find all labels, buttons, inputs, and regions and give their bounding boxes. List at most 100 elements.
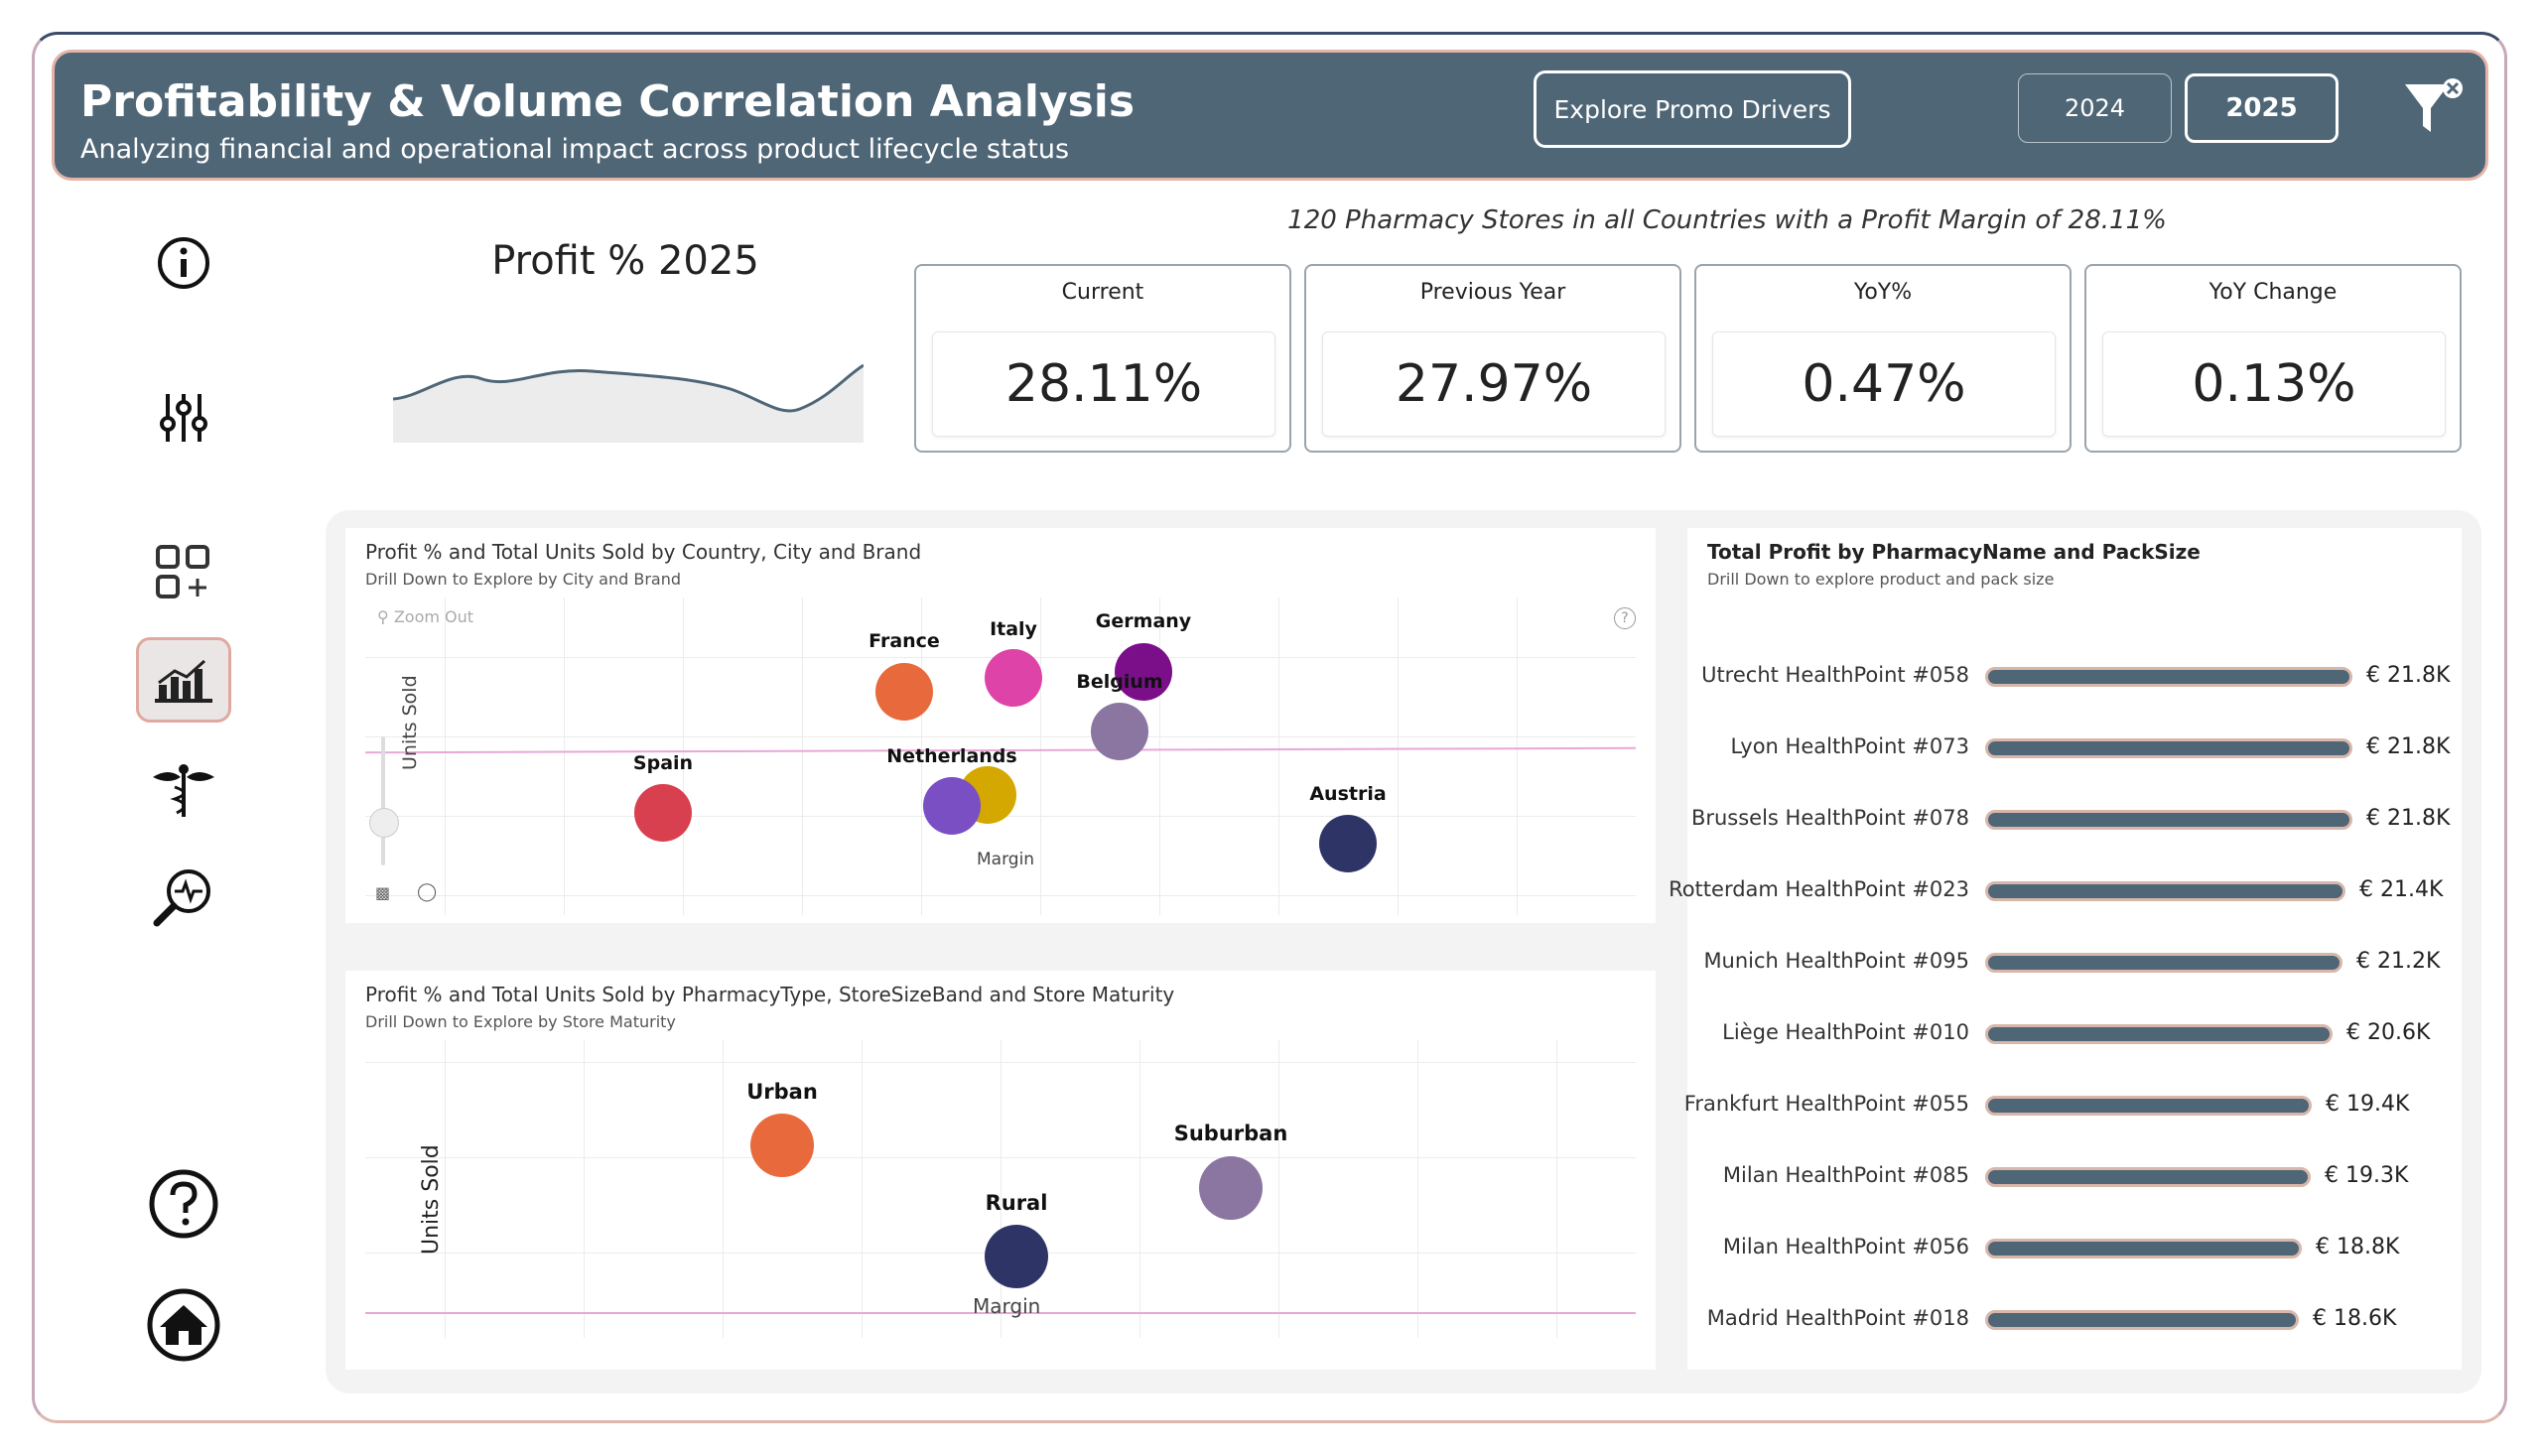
bubble-netherlands[interactable] — [923, 777, 981, 835]
explore-promo-drivers-button[interactable]: Explore Promo Drivers — [1534, 70, 1851, 148]
bar[interactable] — [1985, 953, 2342, 973]
bar-value-label: € 21.4K — [2359, 877, 2444, 902]
bar-row[interactable]: Liège HealthPoint #010 € 20.6K — [1687, 1014, 2462, 1054]
chart-subtitle: Drill Down to Explore by City and Brand — [365, 570, 682, 589]
bubble-label: Urban — [746, 1080, 818, 1104]
bubble-label: Suburban — [1173, 1122, 1288, 1145]
help-icon[interactable]: ? — [1614, 607, 1636, 629]
bar-category-label: Madrid HealthPoint #018 — [1706, 1306, 1969, 1330]
kpi-card-yoy-percent: YoY% 0.47% — [1694, 264, 2072, 453]
bar-value-label: € 21.8K — [2366, 806, 2451, 831]
bar-value-label: € 18.6K — [2313, 1306, 2397, 1331]
grid-line — [802, 597, 803, 915]
kpi-card-label: YoY% — [1853, 280, 1913, 305]
bar[interactable] — [1985, 667, 2352, 687]
info-icon[interactable] — [139, 218, 228, 308]
year-2024-button[interactable]: 2024 — [2018, 73, 2172, 143]
bar-row[interactable]: Utrecht HealthPoint #058 € 21.8K — [1687, 657, 2462, 697]
bar-row[interactable]: Brussels HealthPoint #078 € 21.8K — [1687, 800, 2462, 840]
chart-subtitle: Drill Down to Explore by Store Maturity — [365, 1012, 676, 1031]
bar-row[interactable]: Frankfurt HealthPoint #055 € 19.4K — [1683, 1086, 2462, 1125]
bubble-label: France — [869, 630, 940, 652]
help-icon[interactable] — [139, 1159, 228, 1249]
clear-filter-icon[interactable] — [2399, 74, 2469, 144]
grid-line — [1040, 597, 1041, 915]
bar-value-label: € 18.8K — [2316, 1235, 2400, 1259]
bubble-germany[interactable] — [1115, 643, 1172, 701]
bar-row[interactable]: Milan HealthPoint #056 € 18.8K — [1687, 1229, 2462, 1268]
profit-by-pharmacy-chart[interactable]: Total Profit by PharmacyName and PackSiz… — [1669, 528, 2462, 1370]
bar-row[interactable]: Madrid HealthPoint #018 € 18.6K — [1687, 1300, 2462, 1340]
scatter-pharmacy-type-chart[interactable]: Profit % and Total Units Sold by Pharmac… — [345, 971, 1656, 1370]
grid-line — [1278, 597, 1279, 915]
bar-category-label: Frankfurt HealthPoint #055 — [1683, 1092, 1969, 1116]
sliders-icon[interactable] — [139, 373, 228, 463]
bubble-label: Rural — [985, 1191, 1048, 1215]
average-reference-line — [365, 1312, 1636, 1314]
bubble-austria[interactable] — [1319, 815, 1377, 872]
bar-row[interactable]: Rotterdam HealthPoint #023 € 21.4K — [1669, 871, 2462, 911]
bar[interactable] — [1985, 810, 2352, 830]
bar[interactable] — [1985, 1096, 2312, 1116]
bar-category-label: Munich HealthPoint #095 — [1703, 949, 1969, 973]
focus-mode-icon[interactable]: ▩ — [375, 883, 391, 902]
bubble-spain[interactable] — [634, 784, 692, 842]
bubble-rural[interactable] — [985, 1225, 1048, 1288]
y-axis-label: Units Sold — [419, 1144, 444, 1255]
zoom-slider[interactable] — [369, 736, 399, 865]
scatter-country-chart[interactable]: Profit % and Total Units Sold by Country… — [345, 528, 1656, 923]
bubble-france[interactable] — [875, 663, 933, 721]
bar-chart-icon[interactable] — [136, 637, 231, 723]
bar[interactable] — [1985, 738, 2352, 758]
kpi-card-label: Current — [1061, 280, 1144, 305]
bar-category-label: Rotterdam HealthPoint #023 — [1669, 877, 1969, 901]
bar[interactable] — [1985, 881, 2345, 901]
bar-row[interactable]: Lyon HealthPoint #073 € 21.8K — [1687, 728, 2462, 768]
add-apps-icon[interactable] — [139, 528, 228, 617]
bubble-belgium[interactable] — [1091, 703, 1148, 760]
bar-category-label: Liège HealthPoint #010 — [1722, 1020, 1969, 1044]
grid-line — [683, 597, 684, 915]
bar-value-label: € 20.6K — [2346, 1020, 2431, 1045]
bar-value-label: € 21.8K — [2366, 734, 2451, 759]
bubble-urban[interactable] — [750, 1114, 814, 1177]
kpi-card-value: 0.47% — [1712, 331, 2056, 437]
grid-line — [1417, 1040, 1418, 1338]
bar[interactable] — [1985, 1239, 2302, 1258]
search-pulse-icon[interactable] — [139, 854, 228, 943]
bubble-label: Italy — [990, 618, 1037, 640]
bar[interactable] — [1985, 1310, 2299, 1330]
chart-title: Total Profit by PharmacyName and PackSiz… — [1707, 540, 2201, 564]
kpi-summary: 120 Pharmacy Stores in all Countries wit… — [1287, 205, 2167, 235]
comment-icon[interactable]: ◯ — [417, 881, 438, 902]
caduceus-icon[interactable] — [139, 746, 228, 836]
bar-value-label: € 21.8K — [2366, 663, 2451, 688]
bar-category-label: Brussels HealthPoint #078 — [1690, 806, 1969, 830]
zoom-slider-handle[interactable] — [369, 808, 399, 838]
page-title: Profitability & Volume Correlation Analy… — [80, 76, 1136, 127]
home-icon[interactable] — [139, 1280, 228, 1370]
bar[interactable] — [1985, 1167, 2311, 1187]
zoom-out-button[interactable]: ⚲ Zoom Out — [377, 607, 473, 626]
chart-title: Profit % and Total Units Sold by Pharmac… — [365, 983, 1175, 1006]
grid-line — [921, 597, 922, 915]
chart-title: Profit % and Total Units Sold by Country… — [365, 540, 922, 564]
bubble-label: Netherlands — [886, 745, 1017, 767]
bubble-suburban[interactable] — [1199, 1156, 1263, 1220]
bar[interactable] — [1985, 1024, 2333, 1044]
bar-category-label: Lyon HealthPoint #073 — [1730, 734, 1970, 758]
bar-row[interactable]: Milan HealthPoint #085 € 19.3K — [1687, 1157, 2462, 1197]
grid-line — [1398, 597, 1399, 915]
kpi-card-value: 27.97% — [1322, 331, 1666, 437]
kpi-card-value: 0.13% — [2102, 331, 2446, 437]
kpi-title: Profit % 2025 — [491, 238, 759, 284]
bar-row[interactable]: Munich HealthPoint #095 € 21.2K — [1687, 943, 2462, 983]
kpi-card-current: Current 28.11% — [914, 264, 1291, 453]
year-2025-button[interactable]: 2025 — [2185, 73, 2339, 143]
x-axis-label: Margin — [973, 1294, 1041, 1318]
grid-line — [1556, 1040, 1557, 1338]
bubble-label: Belgium — [1076, 671, 1163, 693]
bubble-italy[interactable] — [985, 649, 1042, 707]
kpi-card-value: 28.11% — [932, 331, 1275, 437]
chart-subtitle: Drill Down to explore product and pack s… — [1707, 570, 2055, 589]
